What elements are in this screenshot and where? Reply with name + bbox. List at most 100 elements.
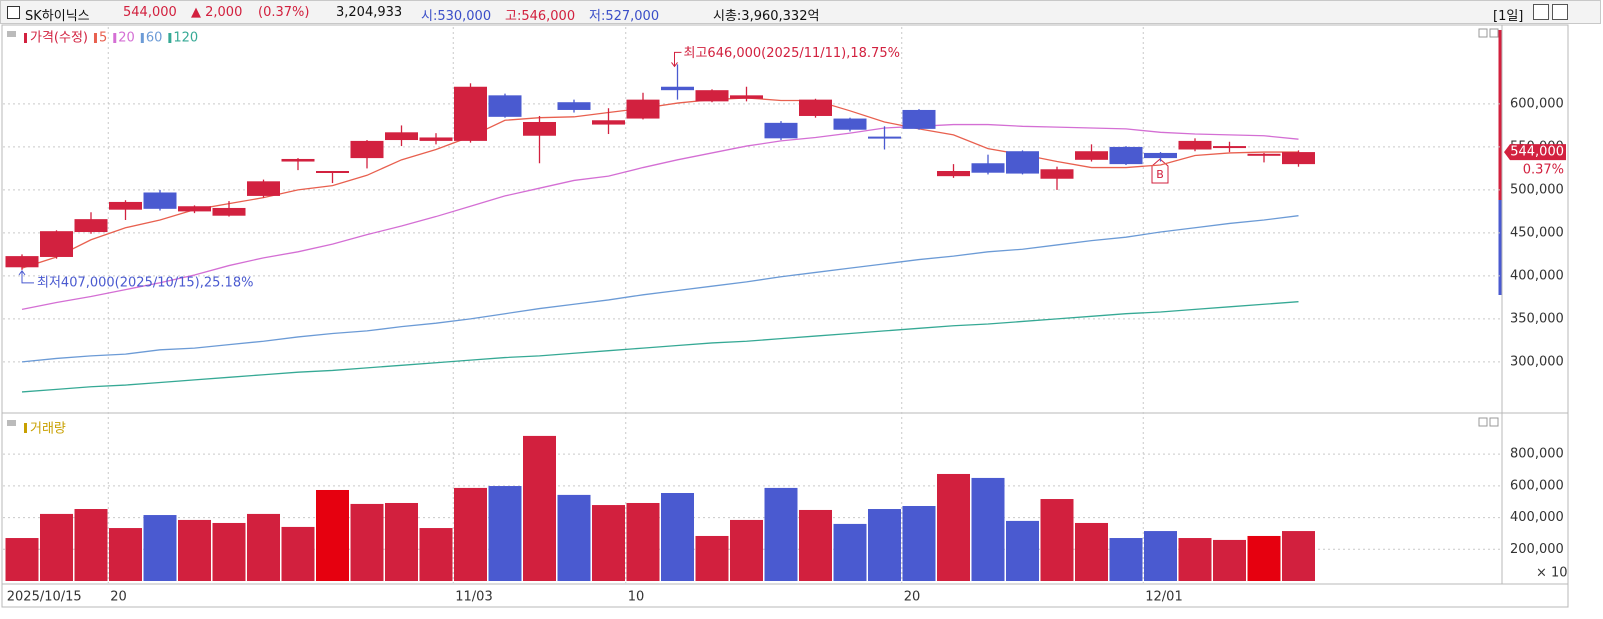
annotation-arrow (18, 270, 34, 284)
market-cap: 시총:3,960,332억 (713, 9, 820, 24)
volume-bar (178, 519, 211, 581)
volume-bar (799, 509, 832, 581)
candle-body (212, 207, 246, 216)
legend-swatch (113, 33, 117, 43)
legend-swatch (140, 33, 144, 43)
period[interactable]: [1일] (1493, 9, 1524, 24)
y-tick-label: 400,000 (1510, 510, 1564, 525)
panel-icon (7, 420, 16, 426)
candle-body (1282, 152, 1315, 165)
candle-body (1144, 152, 1177, 159)
change-pct: (0.37%) (258, 5, 310, 20)
x-tick-label: 20 (110, 590, 127, 605)
volume-bar (730, 519, 763, 581)
candle-body (626, 99, 660, 119)
candle-body (281, 158, 315, 162)
candle-body (109, 201, 142, 210)
volume-bar (764, 487, 798, 581)
volume-bar (1213, 539, 1246, 581)
y-tick-label: 400,000 (1510, 268, 1564, 283)
header-bar: SK하이닉스 544,000 ▲ 2,000 (0.37%) 3,204,933… (0, 0, 1601, 24)
candle-body (385, 132, 418, 141)
candle-body (695, 90, 729, 102)
candle-body (419, 137, 453, 141)
candle-body (1178, 140, 1212, 150)
volume-bar (40, 513, 73, 581)
volume-bar (592, 505, 625, 581)
candle-body (40, 231, 73, 257)
y-tick-label: 200,000 (1510, 542, 1564, 557)
candle-body (1109, 146, 1143, 165)
candle-body (592, 120, 625, 125)
legend-label: 가격(수정) (30, 31, 88, 46)
volume: 3,204,933 (336, 5, 403, 20)
volume-bar (1144, 531, 1177, 581)
x-tick-label: 11/03 (455, 590, 492, 605)
volume-bar (419, 528, 453, 581)
y-tick-label: 600,000 (1510, 96, 1564, 111)
volume-bar (557, 494, 591, 581)
maximize-button[interactable] (1533, 4, 1549, 20)
checkbox[interactable] (7, 6, 20, 19)
legend-swatch (168, 33, 172, 43)
candle-body (937, 170, 970, 177)
y-tick-label: 350,000 (1510, 311, 1564, 326)
high-annotation: 최고646,000(2025/11/11),18.75% (684, 46, 900, 61)
high: 고:546,000 (505, 9, 576, 24)
x-tick-label: 2025/10/15 (7, 590, 82, 605)
candle-body (350, 140, 384, 159)
x-tick-label: 10 (628, 590, 645, 605)
volume-bar (1178, 538, 1212, 581)
candle-body (833, 118, 867, 130)
candle-body (316, 170, 349, 173)
panel-button[interactable] (1478, 28, 1488, 38)
volume-bar (74, 509, 108, 581)
price: 544,000 (123, 5, 177, 20)
candle-body (143, 192, 177, 209)
candle-body (488, 95, 522, 117)
volume-bar (695, 535, 729, 581)
volume-bar (1282, 531, 1315, 581)
x-tick-label: 20 (904, 590, 921, 605)
candle-body (178, 206, 211, 212)
volume-bar (143, 515, 177, 581)
volume-bar (937, 473, 970, 581)
volume-bar (902, 506, 936, 581)
frame (1, 24, 1569, 608)
candle-body (454, 86, 487, 141)
price-tag-label: 544,000 (1510, 145, 1564, 160)
ma-line (21, 123, 1299, 311)
y-tick-label: 500,000 (1510, 182, 1564, 197)
volume-bar (454, 487, 487, 581)
volume-bar (868, 509, 901, 581)
volume-bar (661, 492, 694, 581)
candle-body (902, 109, 936, 129)
low-annotation: 최저407,000(2025/10/15),25.18% (37, 275, 253, 290)
volume-bar (247, 513, 280, 581)
candle-body (661, 86, 694, 91)
volume-bar (109, 528, 142, 581)
volume-bar (350, 503, 384, 581)
panel-button[interactable] (1478, 417, 1488, 427)
candle-body (247, 181, 280, 196)
unit-label: × 10 (1536, 566, 1568, 581)
open: 시:530,000 (421, 9, 492, 24)
volume-bar (212, 522, 246, 581)
candle-body (799, 99, 832, 116)
legend-label: 60 (146, 31, 163, 46)
candle-body (764, 122, 798, 139)
candle-body (1006, 151, 1039, 174)
volume-bar (5, 538, 39, 581)
volume-bar (523, 435, 556, 581)
panel-button[interactable] (1489, 28, 1499, 38)
legend-swatch (24, 423, 27, 433)
candle-body (523, 121, 556, 136)
volume-bar (1109, 538, 1143, 581)
candle-body (5, 256, 39, 268)
panel-button[interactable] (1489, 417, 1499, 427)
close-button[interactable] (1552, 4, 1568, 20)
volume-bar (488, 486, 522, 581)
candle-body (74, 219, 108, 233)
y-tick-label: 600,000 (1510, 478, 1564, 493)
